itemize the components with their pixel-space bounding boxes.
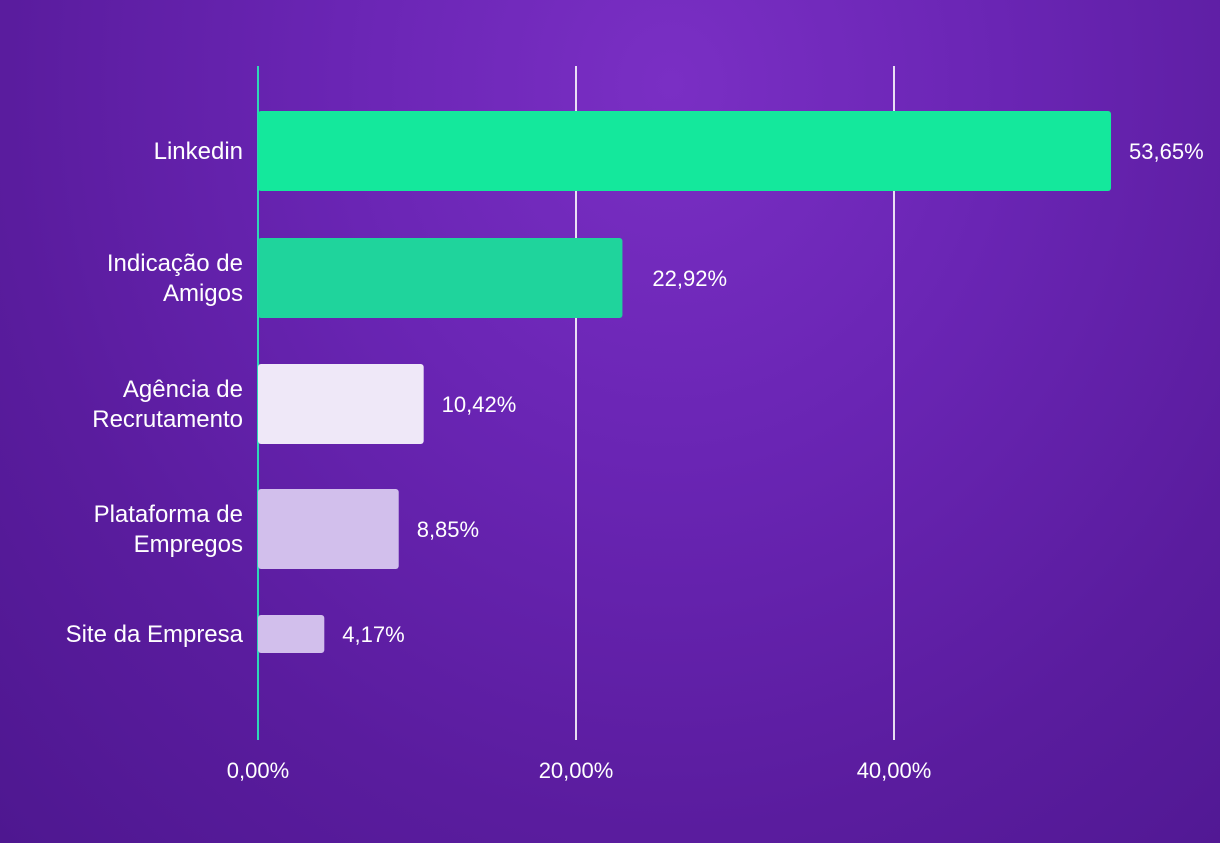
x-tick-label-1: 20,00% bbox=[539, 758, 614, 783]
value-label-0: 53,65% bbox=[1129, 139, 1204, 164]
value-label-1: 22,92% bbox=[652, 266, 727, 291]
bar-2 bbox=[258, 364, 424, 444]
bar-0 bbox=[258, 111, 1112, 191]
category-label-1: Indicação de Amigos bbox=[107, 250, 243, 307]
value-label-3: 8,85% bbox=[417, 517, 479, 542]
bar-3 bbox=[258, 489, 399, 569]
category-label-3: Plataforma de Empregos bbox=[94, 501, 243, 558]
category-label-0: Linkedin bbox=[154, 138, 243, 165]
bar-4 bbox=[258, 615, 325, 653]
category-label-4: Site da Empresa bbox=[66, 621, 244, 648]
value-label-4: 4,17% bbox=[342, 622, 404, 647]
x-tick-label-2: 40,00% bbox=[857, 758, 932, 783]
value-label-2: 10,42% bbox=[442, 392, 517, 417]
x-tick-label-0: 0,00% bbox=[227, 758, 289, 783]
category-label-2: Agência de Recrutamento bbox=[92, 376, 243, 433]
bar-1 bbox=[258, 238, 623, 318]
